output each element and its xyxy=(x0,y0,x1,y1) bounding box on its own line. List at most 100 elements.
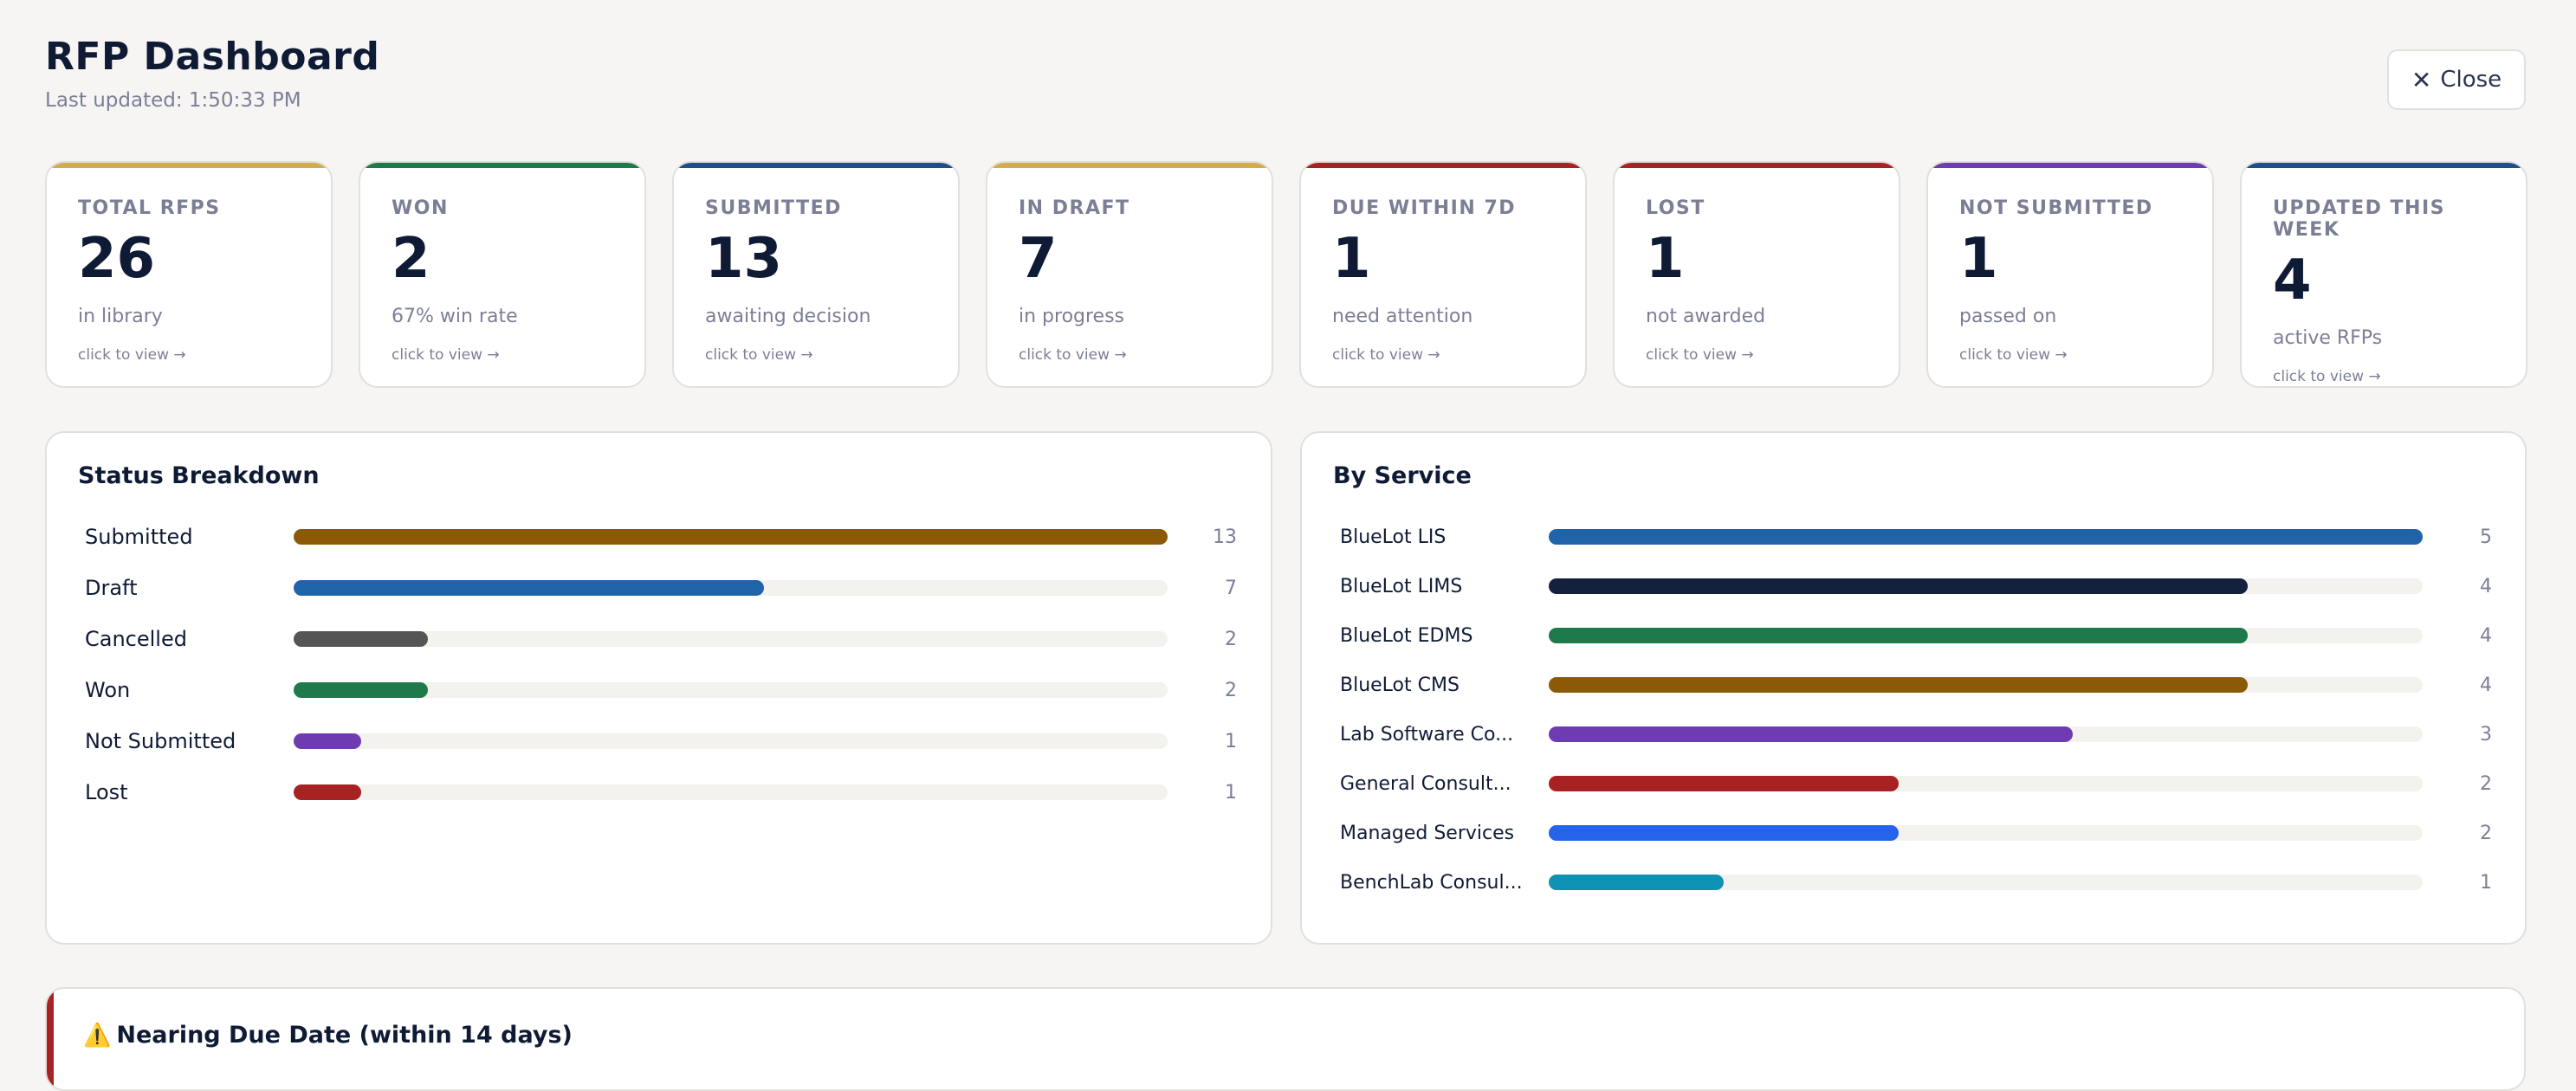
service-count: 5 xyxy=(2480,526,2492,548)
service-row: Managed Services 2 xyxy=(1340,816,2492,850)
service-bar xyxy=(1549,825,1899,841)
service-label: BlueLot LIS xyxy=(1340,526,1447,548)
stat-cta[interactable]: click to view → xyxy=(1646,346,1754,364)
status-track xyxy=(294,682,1168,698)
status-row: Not Submitted 1 xyxy=(85,724,1237,759)
stat-accent-bar xyxy=(1615,163,1899,168)
service-bar xyxy=(1549,776,1899,791)
service-track xyxy=(1549,677,2423,693)
status-count: 7 xyxy=(1225,577,1237,599)
status-label: Cancelled xyxy=(85,627,187,651)
stat-value: 1 xyxy=(1959,227,1998,291)
stat-accent-bar xyxy=(987,163,1272,168)
stat-cta[interactable]: click to view → xyxy=(78,346,186,364)
stat-cta[interactable]: click to view → xyxy=(1332,346,1440,364)
status-label: Draft xyxy=(85,576,138,600)
stat-label: WON xyxy=(392,197,449,219)
service-label: BlueLot EDMS xyxy=(1340,624,1473,647)
status-label: Not Submitted xyxy=(85,729,236,753)
stat-card-lost[interactable]: LOST 1 not awarded click to view → xyxy=(1613,161,1900,388)
stat-label: LOST xyxy=(1646,197,1705,219)
status-count: 2 xyxy=(1225,628,1237,650)
stat-value: 1 xyxy=(1332,227,1371,291)
stat-accent-bar xyxy=(47,163,331,168)
service-track xyxy=(1549,776,2423,791)
stat-subtitle: 67% win rate xyxy=(392,306,518,327)
service-count: 2 xyxy=(2480,822,2492,844)
status-count: 13 xyxy=(1213,526,1237,548)
status-bar xyxy=(294,733,361,749)
stat-card-total-rfps[interactable]: TOTAL RFPS 26 in library click to view → xyxy=(45,161,333,388)
stat-card-updated-this-week[interactable]: UPDATED THIS WEEK 4 active RFPs click to… xyxy=(2240,161,2527,388)
due-title-text: Nearing Due Date (within 14 days) xyxy=(116,1022,573,1049)
stat-cta[interactable]: click to view → xyxy=(392,346,500,364)
stat-card-submitted[interactable]: SUBMITTED 13 awaiting decision click to … xyxy=(672,161,960,388)
close-button[interactable]: ✕ Close xyxy=(2387,49,2526,110)
service-count: 1 xyxy=(2480,871,2492,894)
service-count: 4 xyxy=(2480,624,2492,647)
status-bar xyxy=(294,631,429,647)
status-label: Won xyxy=(85,678,131,702)
service-bar xyxy=(1549,677,2249,693)
status-row: Won 2 xyxy=(85,673,1237,707)
stat-accent-bar xyxy=(1301,163,1585,168)
status-bar xyxy=(294,682,429,698)
stat-label: TOTAL RFPS xyxy=(78,197,221,219)
stat-subtitle: awaiting decision xyxy=(705,306,871,327)
service-label: General Consult... xyxy=(1340,772,1511,795)
close-icon: ✕ xyxy=(2411,65,2432,94)
service-row: Lab Software Co... 3 xyxy=(1340,717,2492,752)
stat-subtitle: in library xyxy=(78,306,163,327)
service-label: Lab Software Co... xyxy=(1340,723,1514,746)
stat-value: 7 xyxy=(1019,227,1058,291)
service-label: BlueLot CMS xyxy=(1340,674,1460,696)
service-row: General Consult... 2 xyxy=(1340,766,2492,801)
status-row: Cancelled 2 xyxy=(85,622,1237,656)
status-row: Submitted 13 xyxy=(85,520,1237,554)
stat-card-not-submitted[interactable]: NOT SUBMITTED 1 passed on click to view … xyxy=(1926,161,2214,388)
stat-cta[interactable]: click to view → xyxy=(2273,368,2381,385)
service-count: 4 xyxy=(2480,575,2492,597)
status-track xyxy=(294,529,1168,545)
by-service-panel: By Service BlueLot LIS 5 BlueLot LIMS 4 Blue… xyxy=(1300,431,2527,945)
service-label: BlueLot LIMS xyxy=(1340,575,1463,597)
stat-cta[interactable]: click to view → xyxy=(1019,346,1127,364)
stat-label: DUE WITHIN 7D xyxy=(1332,197,1517,219)
status-breakdown-panel: Status Breakdown Submitted 13 Draft 7 Cancel… xyxy=(45,431,1272,945)
service-row: BlueLot EDMS 4 xyxy=(1340,618,2492,653)
stat-card-in-draft[interactable]: IN DRAFT 7 in progress click to view → xyxy=(986,161,1273,388)
service-label: BenchLab Consul... xyxy=(1340,871,1523,894)
stat-label: IN DRAFT xyxy=(1019,197,1130,219)
page-title: RFP Dashboard xyxy=(45,35,380,79)
service-row: BlueLot LIMS 4 xyxy=(1340,569,2492,604)
status-track xyxy=(294,631,1168,647)
stat-value: 2 xyxy=(392,227,430,291)
stat-subtitle: active RFPs xyxy=(2273,327,2383,349)
stat-label: NOT SUBMITTED xyxy=(1959,197,2153,219)
stat-value: 1 xyxy=(1646,227,1685,291)
service-label: Managed Services xyxy=(1340,822,1515,844)
stat-card-won[interactable]: WON 2 67% win rate click to view → xyxy=(359,161,646,388)
stat-value: 26 xyxy=(78,227,156,291)
stat-subtitle: passed on xyxy=(1959,306,2057,327)
stat-cta[interactable]: click to view → xyxy=(1959,346,2068,364)
status-bar xyxy=(294,529,1168,545)
service-row: BlueLot LIS 5 xyxy=(1340,520,2492,554)
status-track xyxy=(294,733,1168,749)
stat-value: 13 xyxy=(705,227,783,291)
service-track xyxy=(1549,726,2423,742)
service-row: BlueLot CMS 4 xyxy=(1340,668,2492,702)
stat-accent-bar xyxy=(2242,163,2526,168)
panel-title: By Service xyxy=(1333,462,1472,489)
service-track xyxy=(1549,529,2423,545)
service-row: BenchLab Consul... 1 xyxy=(1340,865,2492,900)
status-count: 2 xyxy=(1225,679,1237,701)
stat-subtitle: not awarded xyxy=(1646,306,1766,327)
service-count: 2 xyxy=(2480,772,2492,795)
service-count: 3 xyxy=(2480,723,2492,746)
due-title: ⚠️ Nearing Due Date (within 14 days) xyxy=(83,1022,573,1049)
stat-card-due-within-7d[interactable]: DUE WITHIN 7D 1 need attention click to … xyxy=(1299,161,1587,388)
stat-cta[interactable]: click to view → xyxy=(705,346,813,364)
status-track xyxy=(294,784,1168,800)
stat-accent-bar xyxy=(1928,163,2212,168)
